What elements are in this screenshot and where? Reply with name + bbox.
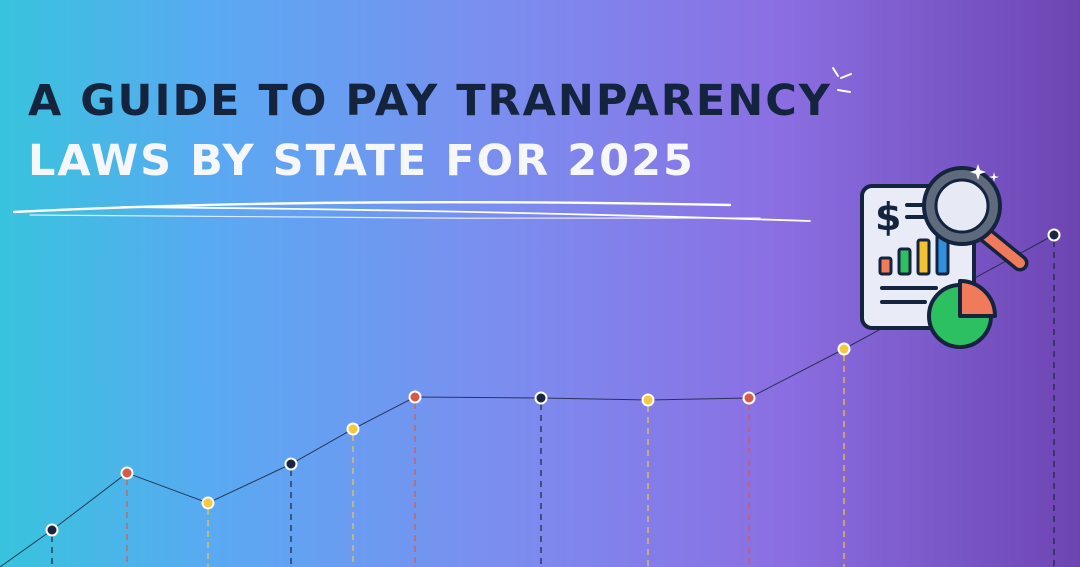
dollar-sign-icon: $ (875, 195, 901, 239)
data-point (45, 523, 59, 537)
data-points (45, 228, 1061, 537)
bar-chart-icon (878, 230, 950, 276)
data-point (742, 391, 756, 405)
trend-line (0, 234, 1055, 567)
data-point (837, 342, 851, 356)
data-point (346, 422, 360, 436)
title-line-1: A GUIDE TO PAY TRANPARENCY (28, 76, 832, 126)
data-point (408, 390, 422, 404)
magnifying-glass-icon (922, 166, 1029, 272)
title-line-2: LAWS BY STATE FOR 2025 (28, 136, 695, 186)
data-point (201, 496, 215, 510)
data-point (284, 457, 298, 471)
drop-lines (51, 241, 1055, 567)
data-point (534, 391, 548, 405)
pie-chart-icon (927, 279, 997, 349)
data-point (641, 393, 655, 407)
data-point (1047, 228, 1061, 242)
sparkle-icon (970, 164, 999, 182)
data-point (120, 466, 134, 480)
